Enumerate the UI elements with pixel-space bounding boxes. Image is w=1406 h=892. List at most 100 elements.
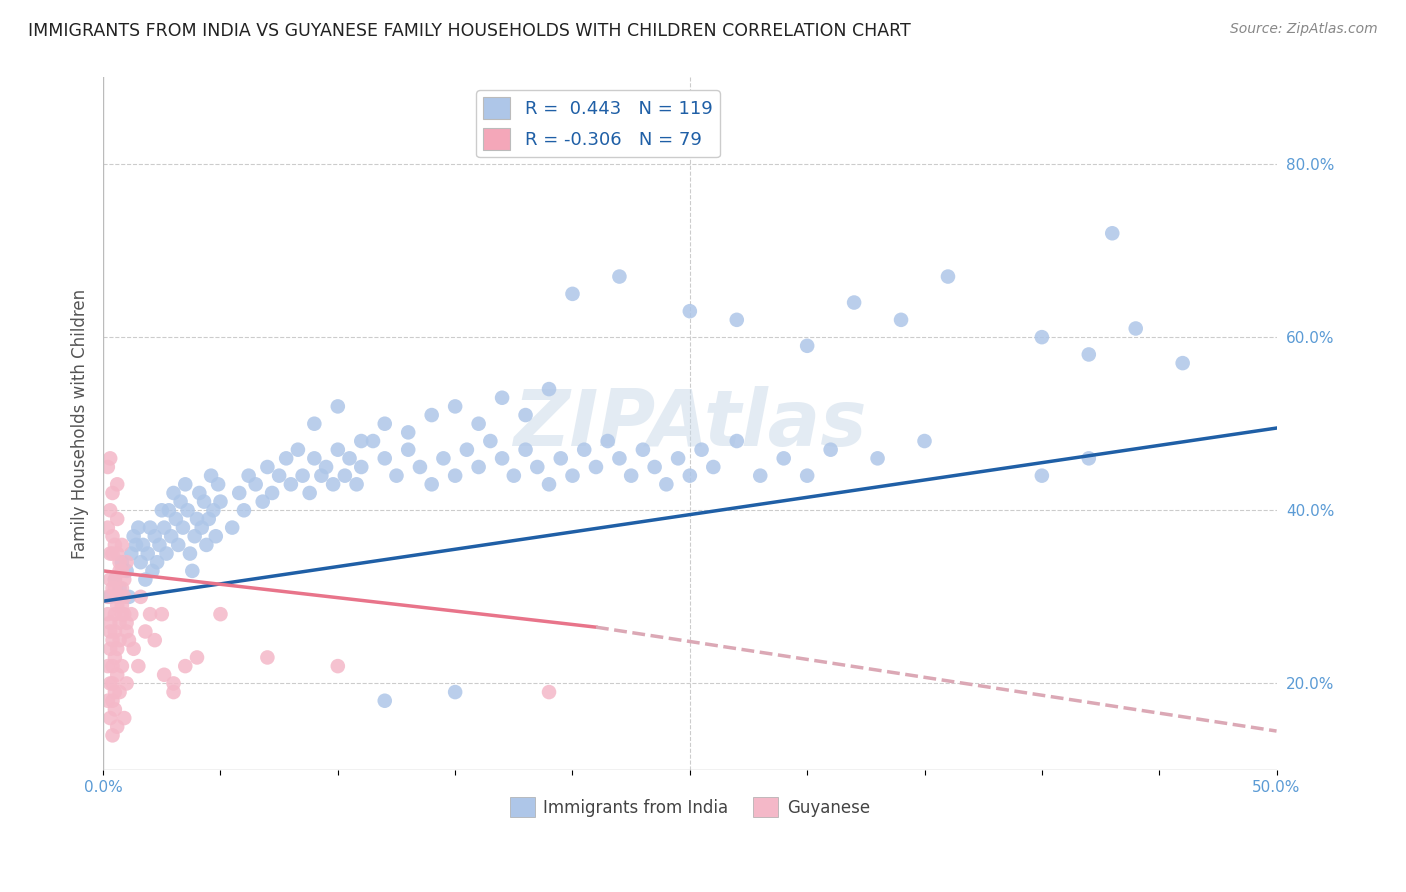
Point — [537, 477, 560, 491]
Point — [98, 547, 121, 561]
Point — [936, 269, 959, 284]
Point — [374, 451, 396, 466]
Point — [104, 685, 127, 699]
Point — [644, 460, 666, 475]
Point — [1031, 330, 1053, 344]
Point — [609, 269, 631, 284]
Point — [256, 650, 278, 665]
Point — [101, 529, 124, 543]
Point — [333, 468, 356, 483]
Point — [134, 624, 156, 639]
Point — [115, 615, 138, 630]
Point — [269, 468, 291, 483]
Point — [1077, 451, 1099, 466]
Point — [252, 494, 274, 508]
Point — [502, 468, 524, 483]
Point — [105, 590, 128, 604]
Point — [409, 460, 432, 475]
Point — [374, 417, 396, 431]
Point — [322, 477, 344, 491]
Point — [97, 590, 120, 604]
Point — [165, 512, 187, 526]
Point — [842, 295, 865, 310]
Point — [143, 529, 166, 543]
Point — [209, 607, 232, 622]
Point — [98, 615, 121, 630]
Point — [134, 573, 156, 587]
Point — [111, 555, 134, 569]
Point — [111, 538, 134, 552]
Point — [550, 451, 572, 466]
Point — [238, 468, 260, 483]
Point — [291, 468, 314, 483]
Point — [361, 434, 384, 448]
Point — [98, 711, 121, 725]
Point — [111, 581, 134, 595]
Point — [232, 503, 254, 517]
Point — [115, 564, 138, 578]
Point — [188, 486, 211, 500]
Point — [101, 676, 124, 690]
Point — [1077, 347, 1099, 361]
Point — [115, 676, 138, 690]
Point — [280, 477, 302, 491]
Point — [245, 477, 267, 491]
Point — [262, 486, 284, 500]
Point — [467, 460, 489, 475]
Point — [97, 659, 120, 673]
Point — [153, 667, 176, 681]
Point — [105, 512, 128, 526]
Point — [190, 520, 212, 534]
Point — [350, 434, 373, 448]
Point — [120, 547, 142, 561]
Point — [1031, 468, 1053, 483]
Point — [105, 547, 128, 561]
Text: IMMIGRANTS FROM INDIA VS GUYANESE FAMILY HOUSEHOLDS WITH CHILDREN CORRELATION CH: IMMIGRANTS FROM INDIA VS GUYANESE FAMILY… — [28, 22, 911, 40]
Point — [101, 694, 124, 708]
Point — [98, 676, 121, 690]
Point — [155, 547, 177, 561]
Point — [97, 607, 120, 622]
Point — [122, 641, 145, 656]
Point — [139, 520, 162, 534]
Point — [104, 650, 127, 665]
Point — [526, 460, 548, 475]
Point — [104, 573, 127, 587]
Point — [97, 694, 120, 708]
Point — [207, 477, 229, 491]
Point — [537, 382, 560, 396]
Point — [98, 590, 121, 604]
Point — [420, 477, 443, 491]
Point — [101, 486, 124, 500]
Point — [129, 555, 152, 569]
Point — [326, 400, 349, 414]
Text: ZIPAtlas: ZIPAtlas — [513, 385, 866, 462]
Point — [679, 304, 702, 318]
Point — [108, 555, 131, 569]
Point — [186, 512, 208, 526]
Point — [304, 417, 326, 431]
Point — [561, 468, 583, 483]
Point — [350, 460, 373, 475]
Point — [432, 451, 454, 466]
Point — [444, 685, 467, 699]
Point — [515, 408, 537, 422]
Point — [118, 633, 141, 648]
Point — [104, 702, 127, 716]
Point — [105, 720, 128, 734]
Point — [221, 520, 243, 534]
Point — [108, 685, 131, 699]
Point — [120, 607, 142, 622]
Point — [1101, 227, 1123, 241]
Point — [197, 512, 219, 526]
Point — [108, 633, 131, 648]
Point — [104, 624, 127, 639]
Point — [105, 599, 128, 613]
Point — [339, 451, 361, 466]
Point — [162, 685, 184, 699]
Point — [101, 728, 124, 742]
Point — [98, 573, 121, 587]
Point — [204, 529, 226, 543]
Point — [108, 615, 131, 630]
Point — [456, 442, 478, 457]
